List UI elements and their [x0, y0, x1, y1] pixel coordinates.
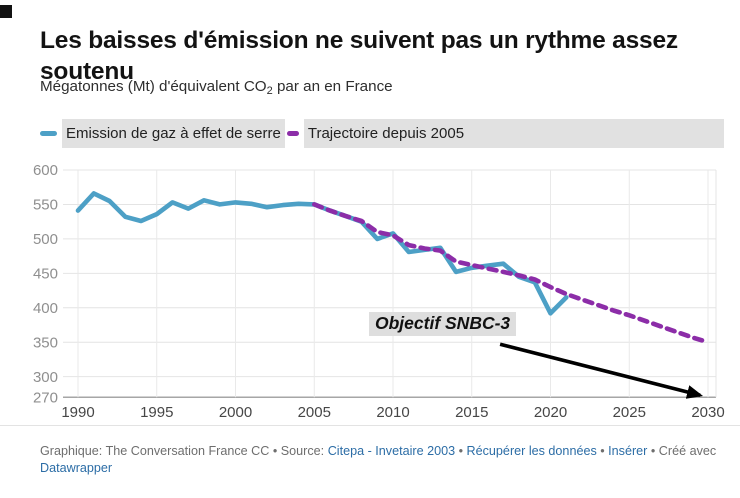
chart-bottom-divider [0, 425, 740, 426]
objectif-arrow [499, 342, 704, 399]
footer-created-with: • Créé avec [647, 444, 717, 458]
y-tick-label: 300 [33, 369, 58, 386]
y-tick-label: 400 [33, 300, 58, 317]
x-tick-label: 2005 [298, 404, 331, 421]
footer-attribution: Graphique: The Conversation France CC • … [40, 443, 740, 476]
legend-item-emissions[interactable]: Emission de gaz à effet de serre [40, 119, 285, 148]
y-tick-label: 500 [33, 231, 58, 248]
legend-label-trajectory: Trajectoire depuis 2005 [303, 119, 725, 148]
trajectory-line-swatch [286, 131, 299, 136]
x-tick-label: 2015 [455, 404, 488, 421]
screenshot-corner-artifact [0, 5, 12, 18]
y-tick-label: 350 [33, 334, 58, 351]
trajectory-dashed-line [311, 202, 711, 345]
subtitle-text-suffix: par an en France [272, 78, 393, 95]
embed-link[interactable]: Insérer [608, 444, 648, 458]
x-tick-label: 2020 [534, 404, 567, 421]
chart-title: Les baisses d'émission ne suivent pas un… [40, 27, 678, 85]
legend-item-trajectory[interactable]: Trajectoire depuis 2005 [286, 119, 725, 148]
annotation-arrow [499, 342, 704, 399]
subtitle-subscript: 2 [266, 85, 273, 97]
footer-separator: • [596, 444, 609, 458]
x-tick-label: 2025 [613, 404, 646, 421]
legend-label-emissions: Emission de gaz à effet de serre [62, 119, 285, 148]
y-tick-label: 550 [33, 197, 58, 214]
x-tick-label: 2010 [376, 404, 409, 421]
y-tick-label: 450 [33, 266, 58, 283]
x-tick-label: 2000 [219, 404, 252, 421]
x-tick-label: 1990 [61, 404, 94, 421]
datawrapper-link[interactable]: Datawrapper [40, 460, 113, 475]
footer-separator: • [455, 444, 467, 458]
footer-prefix: Graphique: The Conversation France CC • … [40, 444, 328, 458]
gridlines [63, 169, 717, 399]
x-tick-label: 1995 [140, 404, 173, 421]
y-tick-label: 270 [33, 390, 58, 407]
annotation-objectif-snbc3: Objectif SNBC-3 [369, 312, 517, 336]
chart-subtitle: Mégatonnes (Mt) d'équivalent CO2 par an … [40, 78, 393, 97]
y-tick-label: 600 [33, 162, 58, 179]
subtitle-text: Mégatonnes (Mt) d'équivalent CO [40, 78, 267, 95]
source-link[interactable]: Citepa - Invetaire 2003 [327, 444, 456, 458]
get-data-link[interactable]: Récupérer les données [466, 444, 597, 458]
data-series [75, 191, 711, 345]
x-tick-label: 2030 [691, 404, 724, 421]
emissions-line [75, 191, 569, 316]
legend: Emission de gaz à effet de serre Traject… [40, 119, 725, 148]
emissions-line-swatch [40, 131, 57, 136]
